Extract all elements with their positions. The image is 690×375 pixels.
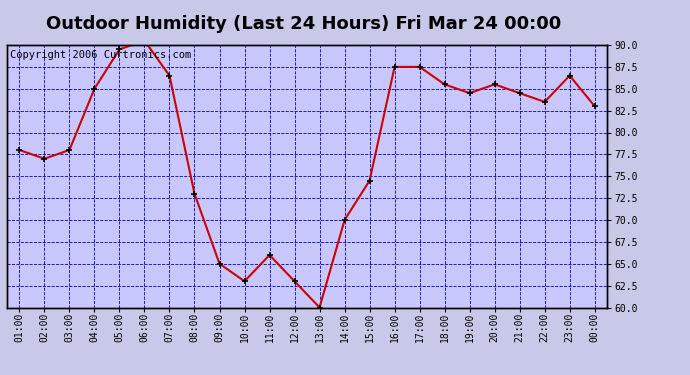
Text: Outdoor Humidity (Last 24 Hours) Fri Mar 24 00:00: Outdoor Humidity (Last 24 Hours) Fri Mar… [46,15,561,33]
Text: Copyright 2006 Curtronics.com: Copyright 2006 Curtronics.com [10,50,191,60]
